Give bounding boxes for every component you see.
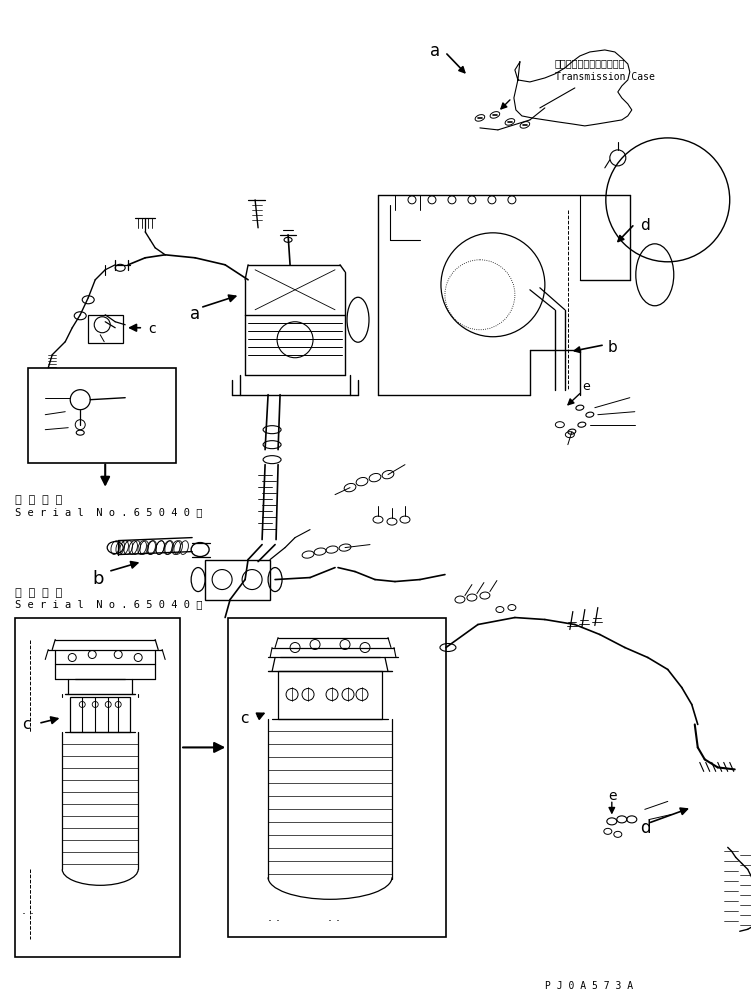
Bar (29, 368, 176, 462)
Text: d: d (640, 218, 650, 233)
Text: Transmission Case: Transmission Case (555, 72, 655, 82)
Text: c: c (23, 718, 31, 733)
Bar (15, 617, 180, 957)
Text: 適 用 号 機: 適 用 号 機 (15, 587, 62, 597)
Text: e: e (582, 380, 590, 393)
Text: . .: . . (23, 905, 35, 917)
Text: . .: . . (328, 911, 340, 924)
Text: c: c (240, 712, 249, 727)
Text: e: e (608, 789, 617, 803)
Text: 適 用 号 機: 適 用 号 機 (15, 495, 62, 505)
Text: a: a (430, 42, 440, 60)
Bar (71, 698, 130, 733)
Text: c: c (148, 322, 155, 336)
Bar (205, 560, 270, 599)
Text: d: d (640, 819, 650, 837)
Text: S e r i a l  N o . 6 5 0 4 0 ～: S e r i a l N o . 6 5 0 4 0 ～ (15, 508, 203, 518)
Text: トランスミッションケース: トランスミッションケース (555, 58, 626, 68)
Bar (88, 315, 123, 343)
Bar (228, 617, 446, 937)
Text: b: b (608, 340, 617, 355)
Text: b: b (92, 570, 104, 587)
Text: . .: . . (268, 911, 280, 924)
Text: S e r i a l  N o . 6 5 0 4 0 ～: S e r i a l N o . 6 5 0 4 0 ～ (15, 599, 203, 609)
Bar (278, 672, 382, 720)
Text: P J 0 A 5 7 3 A: P J 0 A 5 7 3 A (545, 981, 633, 991)
Text: a: a (190, 305, 201, 323)
